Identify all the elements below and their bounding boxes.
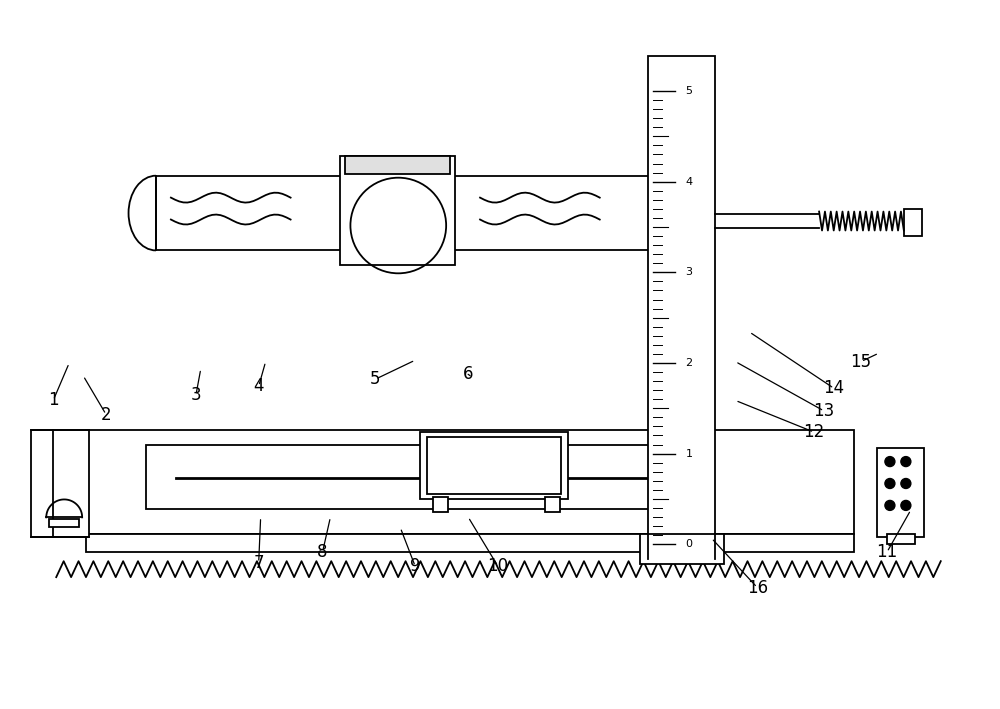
Text: 16: 16 xyxy=(747,579,768,596)
Text: 5: 5 xyxy=(685,86,692,96)
Text: 3: 3 xyxy=(191,386,201,404)
Bar xyxy=(340,156,455,265)
Circle shape xyxy=(885,501,895,510)
Text: 10: 10 xyxy=(487,557,509,576)
Text: 5: 5 xyxy=(370,370,381,389)
Text: 6: 6 xyxy=(463,365,473,384)
Text: 11: 11 xyxy=(876,543,898,562)
Bar xyxy=(86,430,854,535)
Text: 3: 3 xyxy=(685,267,692,277)
Bar xyxy=(433,498,448,513)
Bar xyxy=(156,176,650,250)
Text: 4: 4 xyxy=(685,177,693,186)
Bar xyxy=(427,437,561,494)
Bar xyxy=(887,535,915,545)
Bar xyxy=(640,535,724,564)
Bar xyxy=(31,430,89,537)
Bar xyxy=(877,447,924,537)
Circle shape xyxy=(885,457,895,467)
Bar xyxy=(146,445,704,509)
Bar xyxy=(545,498,560,513)
Text: 14: 14 xyxy=(824,379,845,398)
Circle shape xyxy=(885,479,895,489)
Text: 13: 13 xyxy=(813,402,835,420)
Circle shape xyxy=(901,457,911,467)
Bar xyxy=(345,156,450,174)
Text: 4: 4 xyxy=(253,377,264,396)
Bar xyxy=(86,535,854,552)
Circle shape xyxy=(901,479,911,489)
Text: 1: 1 xyxy=(48,391,59,409)
Text: 7: 7 xyxy=(253,554,264,572)
Text: 0: 0 xyxy=(685,540,692,549)
Bar xyxy=(49,520,79,527)
Text: 2: 2 xyxy=(101,406,111,423)
Bar xyxy=(420,432,568,499)
Text: 12: 12 xyxy=(804,423,825,441)
Bar xyxy=(648,56,715,559)
Text: 1: 1 xyxy=(685,449,692,459)
Bar xyxy=(904,208,922,237)
Circle shape xyxy=(901,501,911,510)
Text: 2: 2 xyxy=(685,358,693,368)
Text: 8: 8 xyxy=(317,543,328,562)
Text: 9: 9 xyxy=(410,557,420,576)
Text: 15: 15 xyxy=(850,352,872,371)
